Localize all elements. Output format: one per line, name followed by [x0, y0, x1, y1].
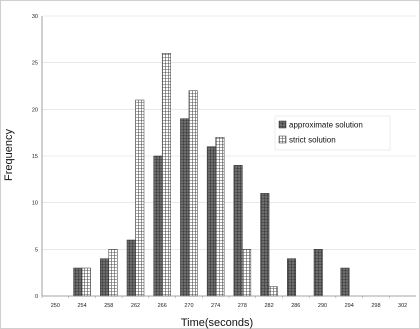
x-tick-label: 290: [318, 303, 327, 309]
legend-label-strict: strict solution: [289, 136, 336, 145]
x-axis-title: Time(seconds): [181, 317, 253, 329]
bar-approximate: [100, 258, 110, 297]
x-tick-label: 294: [345, 303, 354, 309]
legend-box: [274, 115, 391, 151]
bar-approximate: [260, 193, 270, 297]
axes: [41, 16, 416, 298]
legend-label-approximate: approximate solution: [289, 121, 363, 130]
legend-swatch-approximate: [278, 120, 287, 129]
bar-strict: [242, 249, 252, 297]
x-tick-label: 270: [184, 303, 193, 309]
legend-swatch-strict: [278, 135, 287, 144]
bar-approximate: [126, 239, 136, 297]
bar-approximate: [180, 118, 190, 297]
bar-strict: [188, 90, 198, 297]
x-tick-label: 274: [211, 303, 220, 309]
grid-lines: [42, 15, 416, 250]
x-tick-label: 286: [291, 303, 300, 309]
y-axis-title: Frequency: [3, 129, 15, 181]
y-tick-label: 25: [32, 61, 38, 67]
legend: approximate solution strict solution: [274, 115, 391, 151]
x-tick-label: 278: [238, 303, 247, 309]
x-tick-label: 302: [398, 303, 407, 309]
x-tick-label: 258: [104, 303, 113, 309]
y-tick-label: 5: [35, 247, 38, 253]
bar-strict: [268, 286, 278, 297]
x-tick-label: 250: [51, 303, 60, 309]
bar-strict: [161, 53, 171, 297]
y-tick-label: 0: [35, 294, 38, 300]
x-tick-label: 254: [77, 303, 86, 309]
bar-approximate: [287, 258, 297, 297]
y-tick-label: 20: [32, 107, 38, 113]
y-tick-label: 30: [32, 14, 38, 20]
bars: [73, 53, 350, 297]
bar-approximate: [233, 165, 243, 297]
x-tick-label: 262: [131, 303, 140, 309]
x-tick-labels: 250 254 258 262 266 270 274 278 282 286 290 294 298 3…: [51, 303, 407, 309]
y-tick-label: 15: [32, 154, 38, 160]
bar-strict: [215, 137, 225, 297]
bar-approximate: [73, 267, 83, 297]
x-tick-label: 298: [371, 303, 380, 309]
bar-approximate: [340, 267, 350, 297]
bar-strict: [135, 99, 145, 297]
bar-strict: [81, 267, 91, 297]
bar-approximate: [313, 249, 323, 297]
y-tick-labels: 0 5 10 15 20 25 30: [32, 14, 38, 300]
bar-approximate: [153, 155, 163, 297]
bar-approximate: [206, 146, 216, 297]
y-tick-label: 10: [32, 201, 38, 207]
bar-strict: [108, 249, 118, 297]
x-tick-label: 266: [158, 303, 167, 309]
x-tick-label: 282: [264, 303, 273, 309]
